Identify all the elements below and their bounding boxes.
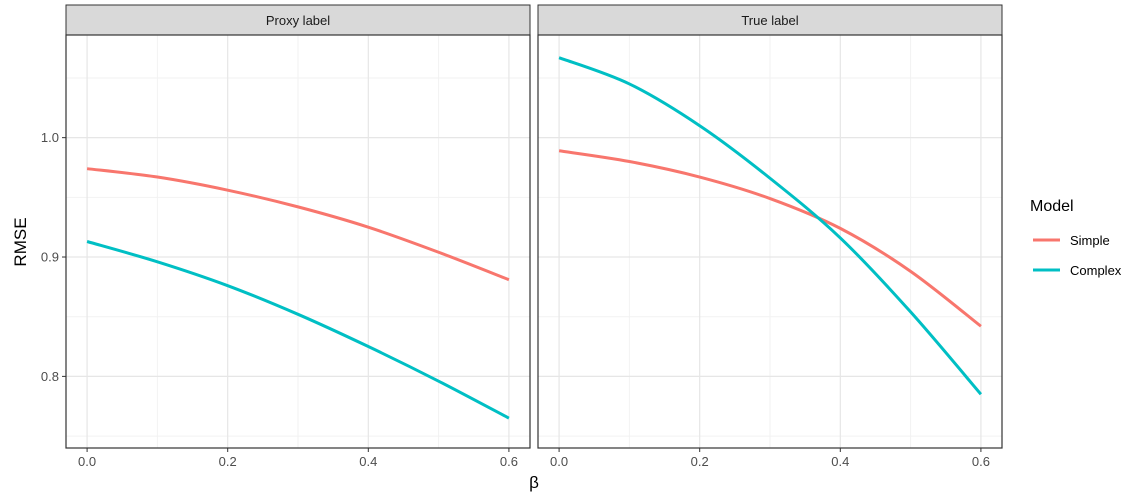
x-tick-label: 0.2 [219,454,237,469]
series-line-complex [558,56,983,396]
legend-label-complex: Complex [1070,263,1122,278]
y-axis-title: RMSE [11,217,30,266]
x-tick-label: 0.0 [550,454,568,469]
y-tick-label: 0.9 [41,250,59,265]
series-line-simple [86,167,510,282]
strip-label: True label [741,13,798,28]
x-tick-label: 0.2 [691,454,709,469]
x-tick-label: 0.0 [78,454,96,469]
x-axis-title: β [529,473,539,492]
strip-background [65,4,531,36]
panel-border [65,34,531,449]
series-line-simple [558,149,982,328]
x-tick-label: 0.4 [831,454,849,469]
x-tick-label: 0.6 [500,454,518,469]
x-tick-label: 0.6 [972,454,990,469]
y-tick-label: 0.8 [41,369,59,384]
strip-label: Proxy label [266,13,330,28]
series-line-complex [86,240,510,420]
legend-title: Model [1030,198,1074,215]
legend-label-simple: Simple [1070,233,1110,248]
y-tick-label: 1.0 [41,130,59,145]
x-tick-label: 0.4 [359,454,377,469]
strip-background [537,4,1003,36]
panel-border [537,34,1003,449]
